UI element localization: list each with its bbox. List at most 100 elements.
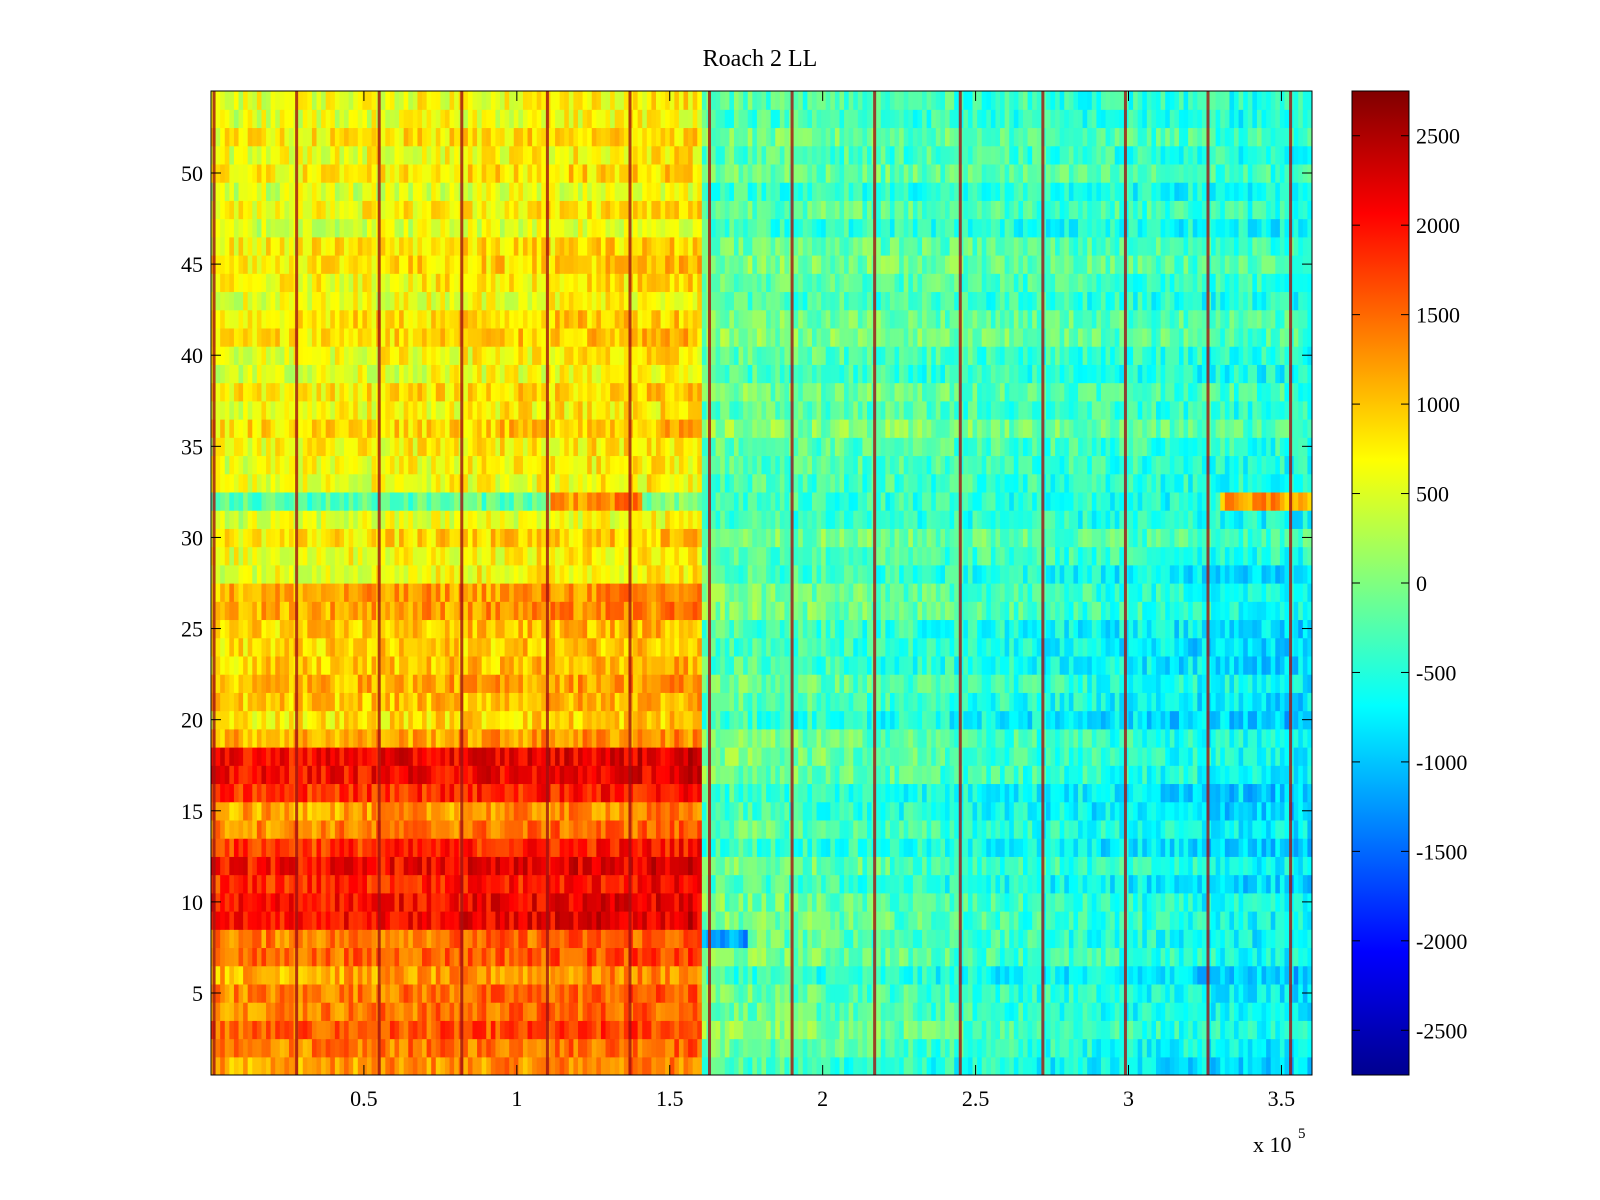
- heatmap-cell: [568, 838, 575, 857]
- heatmap-cell: [986, 728, 992, 748]
- heatmap-cell: [247, 874, 253, 894]
- heatmap-cell: [284, 929, 290, 949]
- heatmap-cell: [945, 983, 951, 1003]
- heatmap-cell: [238, 892, 244, 912]
- heatmap-cell: [371, 819, 377, 839]
- heatmap-cell: [885, 1056, 891, 1075]
- heatmap-cell: [229, 801, 235, 821]
- heatmap-cell: [651, 983, 657, 1003]
- heatmap-cell: [981, 1056, 987, 1075]
- heatmap-cell: [899, 747, 905, 766]
- heatmap-cell: [229, 983, 235, 1003]
- heatmap-cell: [619, 1002, 625, 1021]
- heatmap-cell: [1068, 874, 1075, 894]
- heatmap-cell: [977, 1002, 983, 1021]
- heatmap-cell: [642, 710, 648, 730]
- heatmap-cell: [986, 856, 992, 876]
- heatmap-cell: [325, 1038, 331, 1058]
- heatmap-cell: [733, 1056, 740, 1075]
- heatmap-cell: [1156, 801, 1162, 821]
- heatmap-cell: [610, 765, 616, 785]
- heatmap-cell: [486, 892, 492, 912]
- heatmap-cell: [857, 728, 864, 748]
- heatmap-cell: [555, 838, 561, 857]
- heatmap-cell: [651, 1038, 657, 1058]
- heatmap-cell: [233, 911, 240, 930]
- heatmap-cell: [646, 892, 652, 912]
- heatmap-cell: [724, 1056, 730, 1075]
- heatmap-cell: [1082, 747, 1088, 766]
- heatmap-cell: [486, 947, 492, 967]
- heatmap-cell: [490, 819, 497, 839]
- heatmap-cell: [1105, 1002, 1111, 1021]
- heatmap-cell: [1146, 765, 1153, 785]
- heatmap-cell: [596, 819, 602, 839]
- heatmap-cell: [1307, 874, 1312, 894]
- heatmap-cell: [1201, 1002, 1208, 1021]
- heatmap-cell: [669, 728, 675, 748]
- heatmap-cell: [1174, 874, 1180, 894]
- heatmap-cell: [1247, 1002, 1253, 1021]
- heatmap-cell: [481, 838, 487, 857]
- heatmap-cell: [389, 983, 396, 1003]
- heatmap-cell: [238, 965, 244, 985]
- heatmap-cell: [477, 947, 483, 967]
- heatmap-cell: [793, 983, 799, 1003]
- heatmap-cell: [1192, 819, 1198, 839]
- heatmap-cell: [807, 710, 813, 730]
- heatmap-cell: [321, 783, 327, 803]
- heatmap-cell: [1279, 728, 1286, 748]
- heatmap-cell: [1197, 801, 1203, 821]
- heatmap-cell: [697, 765, 703, 785]
- heatmap-cell: [1082, 692, 1088, 712]
- heatmap-cell: [252, 1038, 258, 1058]
- heatmap-cell: [1059, 983, 1065, 1003]
- heatmap-cell: [284, 765, 290, 785]
- heatmap-cell: [467, 874, 474, 894]
- heatmap-cell: [747, 856, 753, 876]
- heatmap-cell: [935, 874, 942, 894]
- heatmap-cell: [426, 728, 432, 748]
- heatmap-cell: [536, 947, 542, 967]
- heatmap-cell: [1201, 801, 1208, 821]
- heatmap-cell: [830, 747, 836, 766]
- heatmap-cell: [1000, 765, 1006, 785]
- heatmap-cell: [770, 747, 776, 766]
- heatmap-cell: [467, 1038, 474, 1058]
- heatmap-cell: [922, 1038, 928, 1058]
- heatmap-cell: [1201, 747, 1208, 766]
- heatmap-cell: [834, 856, 841, 876]
- heatmap-cell: [422, 692, 428, 712]
- heatmap-cell: [738, 892, 744, 912]
- heatmap-cell: [288, 1038, 295, 1058]
- heatmap-cell: [1298, 856, 1304, 876]
- heatmap-cell: [344, 911, 350, 930]
- heatmap-cell: [972, 801, 978, 821]
- heatmap-cell: [1096, 965, 1102, 985]
- heatmap-cell: [729, 783, 735, 803]
- heatmap-cell: [1183, 747, 1189, 766]
- heatmap-cell: [1215, 929, 1221, 949]
- heatmap-cell: [1151, 838, 1157, 857]
- heatmap-cell: [1050, 1020, 1056, 1040]
- heatmap-cell: [688, 1020, 694, 1040]
- heatmap-cell: [1266, 838, 1272, 857]
- heatmap-cell: [256, 1020, 263, 1040]
- heatmap-cell: [623, 874, 630, 894]
- heatmap-cell: [224, 765, 230, 785]
- heatmap-cell: [660, 747, 666, 766]
- heatmap-cell: [490, 765, 497, 785]
- heatmap-cell: [385, 765, 391, 785]
- heatmap-cell: [917, 929, 923, 949]
- heatmap-cell: [908, 783, 914, 803]
- heatmap-cell: [867, 765, 873, 785]
- heatmap-cell: [311, 801, 318, 821]
- heatmap-cell: [1243, 838, 1249, 857]
- heatmap-cell: [945, 838, 951, 857]
- heatmap-cell: [1165, 710, 1171, 730]
- heatmap-cell: [1027, 728, 1033, 748]
- heatmap-cell: [830, 783, 836, 803]
- heatmap-cell: [1105, 856, 1111, 876]
- heatmap-cell: [1266, 947, 1272, 967]
- heatmap-cell: [233, 1038, 240, 1058]
